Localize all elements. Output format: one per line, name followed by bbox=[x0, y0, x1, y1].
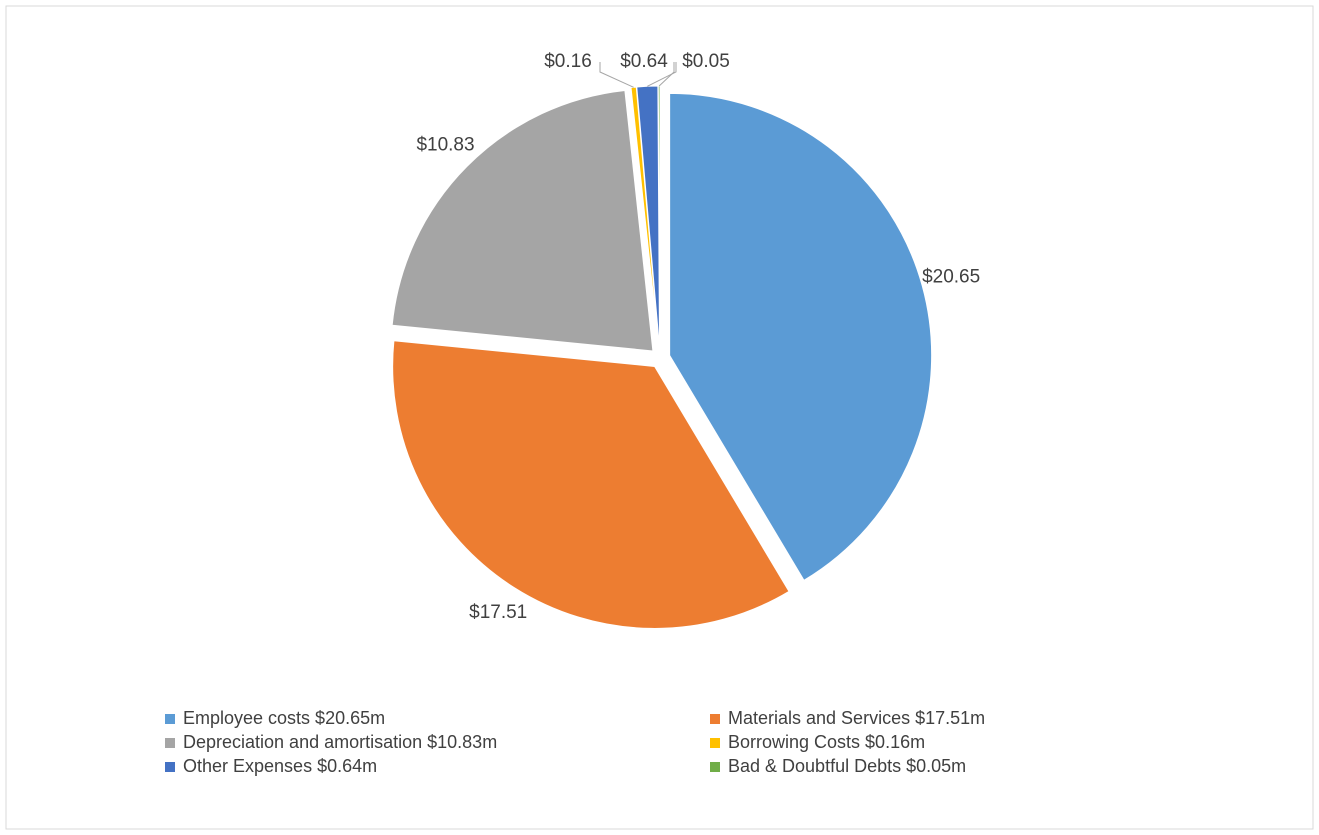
legend-label: Materials and Services $17.51m bbox=[728, 708, 985, 728]
data-label: $17.51 bbox=[469, 602, 527, 623]
legend-swatch bbox=[710, 762, 720, 772]
legend-swatch bbox=[710, 738, 720, 748]
pie-slice bbox=[669, 92, 933, 581]
leader-line bbox=[658, 62, 675, 87]
data-label: $0.64 bbox=[620, 51, 668, 72]
data-label: $0.16 bbox=[544, 51, 592, 72]
legend-swatch bbox=[165, 738, 175, 748]
leader-line bbox=[647, 62, 677, 87]
data-label: $10.83 bbox=[416, 134, 474, 155]
legend-label: Other Expenses $0.64m bbox=[183, 756, 377, 776]
data-label: $0.05 bbox=[682, 51, 730, 72]
leader-line bbox=[599, 62, 634, 88]
legend-label: Bad & Doubtful Debts $0.05m bbox=[728, 756, 966, 776]
legend-label: Employee costs $20.65m bbox=[183, 708, 385, 728]
legend-swatch bbox=[165, 762, 175, 772]
pie-slice bbox=[391, 89, 654, 352]
legend-swatch bbox=[165, 714, 175, 724]
pie-slice bbox=[392, 340, 790, 629]
data-label: $20.65 bbox=[922, 267, 980, 288]
legend-swatch bbox=[710, 714, 720, 724]
legend-label: Depreciation and amortisation $10.83m bbox=[183, 732, 497, 752]
legend-label: Borrowing Costs $0.16m bbox=[728, 732, 925, 752]
